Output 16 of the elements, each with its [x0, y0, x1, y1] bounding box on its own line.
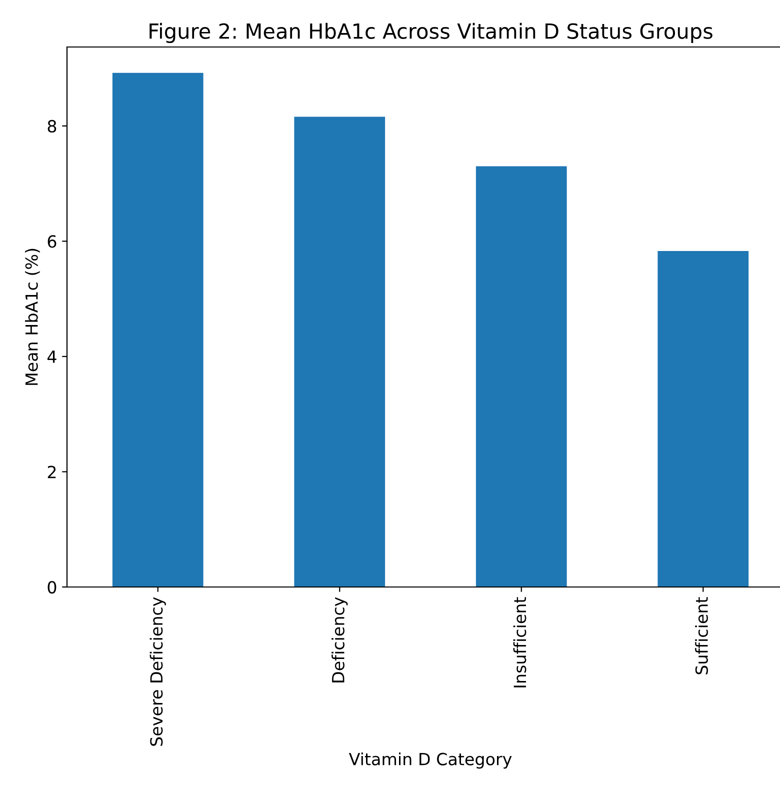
y-axis-title: Mean HbA1c (%) — [24, 248, 40, 385]
bar — [658, 251, 749, 587]
y-tick-label: 8 — [48, 120, 56, 133]
bar — [476, 166, 567, 587]
bar — [112, 72, 204, 587]
x-axis-title: Vitamin D Category — [348, 752, 512, 769]
y-tick-label: 2 — [48, 466, 56, 478]
chart-title: Figure 2: Mean HbA1c Across Vitamin D Status Groups — [150, 22, 712, 43]
y-tick-label: 0 — [48, 580, 56, 594]
y-tick-label: 4 — [47, 350, 56, 363]
y-tick-label: 6 — [48, 235, 56, 248]
x-tick-label: Deficiency — [332, 597, 348, 682]
x-tick-label: Sufficient — [695, 597, 708, 674]
x-tick-label: Insufficient — [513, 597, 526, 688]
bar — [294, 116, 386, 587]
x-tick-label: Severe Deficiency — [150, 597, 166, 746]
